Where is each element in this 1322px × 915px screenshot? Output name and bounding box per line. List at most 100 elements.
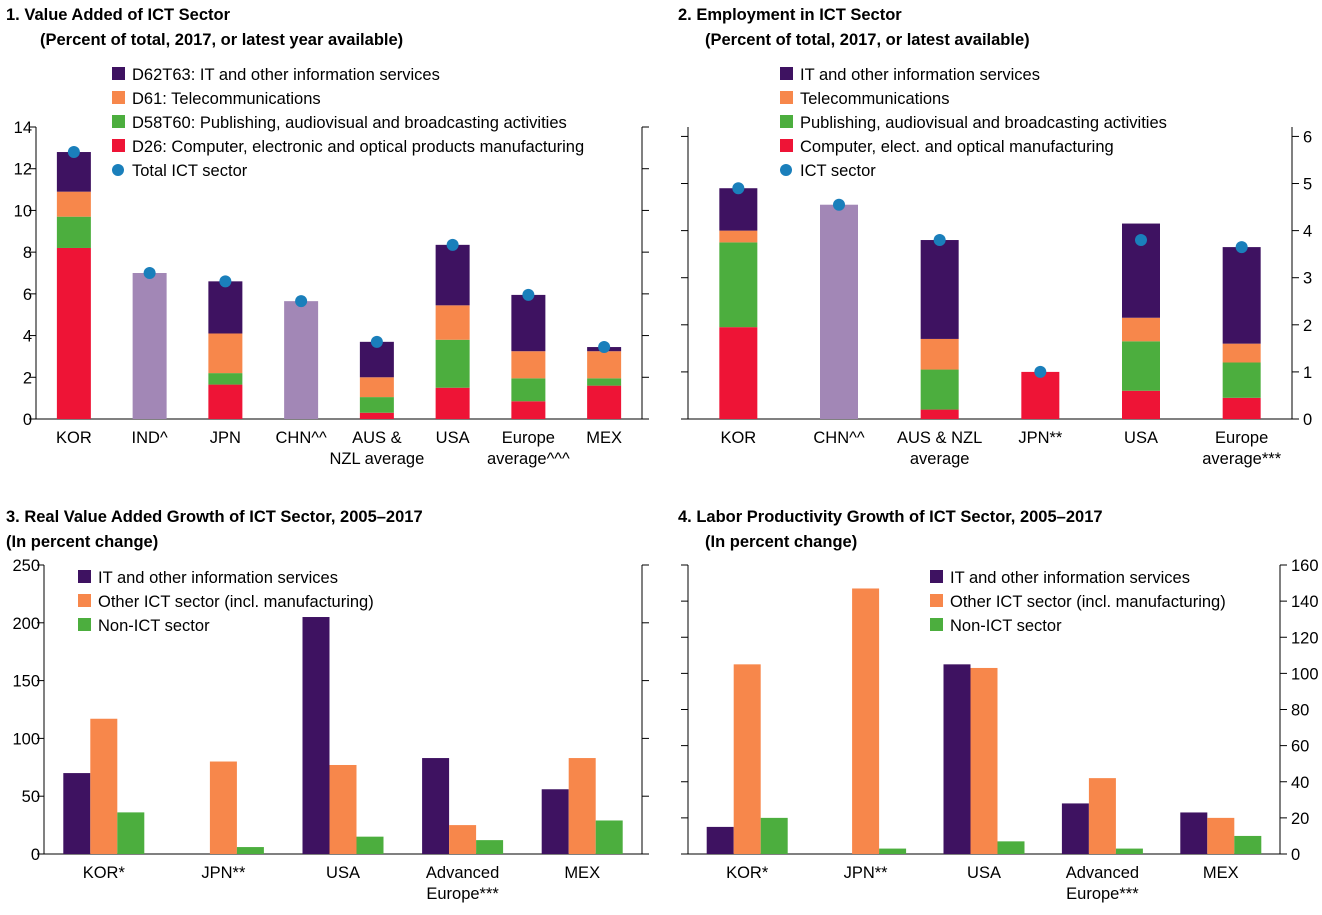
bar-segment bbox=[56, 247, 91, 419]
panel-1-value-added: 0 2 4 6 8 10 12 14 KOR IND^ JPN CHN^^ AUS & NZL avera… bbox=[14, 66, 649, 468]
bar bbox=[329, 764, 357, 854]
legend-label: D58T60: Publishing, audiovisual and broa… bbox=[132, 114, 567, 132]
legend-label: IT and other information services bbox=[800, 66, 1040, 84]
bar bbox=[302, 617, 330, 854]
panel-4-subtitle: (In percent change) bbox=[705, 533, 857, 551]
category-label: KOR bbox=[720, 429, 756, 447]
bar-segment bbox=[435, 244, 470, 306]
legend-swatch bbox=[112, 91, 125, 104]
legend-swatch-dot bbox=[112, 164, 124, 176]
category-label: KOR bbox=[56, 429, 92, 447]
bar bbox=[852, 588, 880, 854]
left-tick-label: 8 bbox=[23, 244, 32, 262]
bar bbox=[568, 758, 596, 854]
category-label: JPN** bbox=[844, 864, 889, 882]
right-tick-label: 2 bbox=[1303, 317, 1312, 335]
category-label: JPN** bbox=[201, 864, 246, 882]
total-dot bbox=[833, 198, 845, 211]
bar bbox=[356, 836, 384, 854]
left-tick-label: 100 bbox=[12, 730, 40, 748]
legend-label: D26: Computer, electronic and optical pr… bbox=[132, 138, 584, 156]
category-label: KOR* bbox=[83, 864, 126, 882]
bar-segment bbox=[1122, 317, 1160, 342]
right-tick-label: 140 bbox=[1291, 593, 1319, 611]
bar-aggregate-3 bbox=[284, 301, 319, 419]
bar-segment bbox=[1122, 341, 1160, 391]
legend-swatch bbox=[780, 67, 793, 80]
legend-label: Non-ICT sector bbox=[98, 617, 210, 635]
right-tick-label: 3 bbox=[1303, 270, 1312, 288]
right-tick-label: 160 bbox=[1291, 557, 1319, 575]
category-label: Europe*** bbox=[1066, 885, 1139, 903]
legend-label: IT and other information services bbox=[98, 569, 338, 587]
legend-label: Other ICT sector (incl. manufacturing) bbox=[98, 593, 374, 611]
bar bbox=[1061, 803, 1089, 854]
legend-label: Other ICT sector (incl. manufacturing) bbox=[950, 593, 1226, 611]
category-label: USA bbox=[1124, 429, 1158, 447]
legend-label: Computer, elect. and optical manufacturi… bbox=[800, 138, 1114, 156]
bar bbox=[1180, 812, 1208, 854]
bar-segment bbox=[719, 242, 758, 328]
left-tick-label: 0 bbox=[23, 411, 32, 429]
bar bbox=[943, 664, 971, 854]
left-tick-label: 0 bbox=[31, 846, 40, 864]
legend-label: D62T63: IT and other information service… bbox=[132, 66, 440, 84]
category-label: average^^^ bbox=[487, 450, 570, 468]
total-dot bbox=[219, 275, 232, 288]
category-label: MEX bbox=[564, 864, 600, 882]
bar-segment bbox=[587, 351, 622, 379]
bar-segment bbox=[920, 338, 959, 370]
panel-2-employment: 0 1 2 3 4 5 6 KOR CHN^^ AUS & NZL average JPN** USA E… bbox=[681, 66, 1312, 468]
left-tick-label: 2 bbox=[23, 369, 32, 387]
right-tick-label: 40 bbox=[1291, 774, 1309, 792]
category-label: JPN** bbox=[1018, 429, 1063, 447]
bar bbox=[1207, 817, 1235, 854]
right-tick-label: 0 bbox=[1303, 411, 1312, 429]
total-dot bbox=[1034, 365, 1047, 378]
right-tick-label: 5 bbox=[1303, 176, 1312, 194]
bar-segment bbox=[511, 401, 546, 419]
total-dot bbox=[732, 182, 745, 195]
bar-segment bbox=[208, 373, 243, 385]
bar bbox=[997, 841, 1025, 854]
category-label: Europe bbox=[502, 429, 555, 447]
bar-segment bbox=[511, 351, 546, 379]
bar-segment bbox=[1222, 247, 1261, 344]
legend-swatch bbox=[78, 570, 91, 583]
bar bbox=[1115, 848, 1143, 854]
total-dot bbox=[370, 335, 383, 348]
legend-swatch bbox=[112, 115, 125, 128]
category-label: MEX bbox=[586, 429, 622, 447]
legend-swatch bbox=[780, 139, 793, 152]
legend-swatch bbox=[930, 618, 943, 631]
bar bbox=[236, 847, 264, 854]
right-tick-label: 100 bbox=[1291, 665, 1319, 683]
panel-4-labor-productivity-growth: 0 20 40 60 80 100 120 140 160 KOR* JPN** USA Advance… bbox=[681, 557, 1319, 903]
total-dot bbox=[598, 341, 611, 354]
category-label: AUS & NZL bbox=[897, 429, 982, 447]
right-tick-label: 80 bbox=[1291, 702, 1309, 720]
legend-label: Non-ICT sector bbox=[950, 617, 1062, 635]
total-dot bbox=[522, 288, 535, 301]
total-dot bbox=[446, 238, 459, 251]
bar-segment bbox=[511, 294, 546, 352]
bar bbox=[63, 773, 91, 854]
category-label: Advanced bbox=[426, 864, 499, 882]
bar-segment bbox=[920, 369, 959, 410]
bar-segment bbox=[511, 378, 546, 402]
bar bbox=[595, 820, 623, 854]
bar-segment bbox=[1222, 362, 1261, 398]
bar-segment bbox=[435, 305, 470, 340]
bar-segment bbox=[1222, 397, 1261, 419]
bar-aggregate-1 bbox=[132, 273, 167, 419]
legend-swatch bbox=[780, 115, 793, 128]
bar-segment bbox=[359, 397, 394, 413]
right-tick-label: 60 bbox=[1291, 738, 1309, 756]
category-label: USA bbox=[436, 429, 470, 447]
legend-swatch bbox=[780, 91, 793, 104]
bar-segment bbox=[56, 152, 91, 192]
bar bbox=[90, 718, 118, 854]
right-tick-label: 1 bbox=[1303, 364, 1312, 382]
